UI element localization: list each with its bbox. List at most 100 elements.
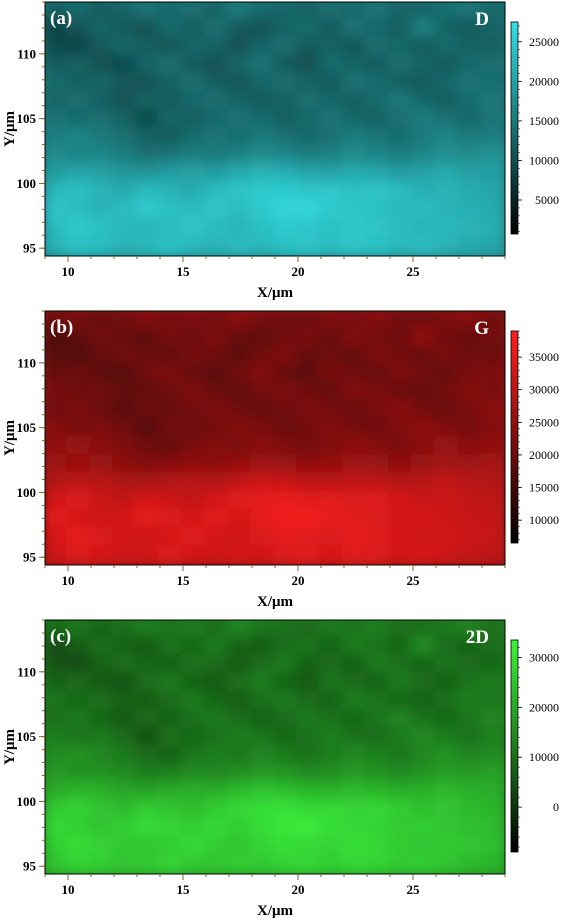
heatmap-cell [273, 672, 300, 695]
heatmap-cell [319, 381, 346, 404]
heatmap-cell [135, 181, 162, 204]
heatmap-cell [181, 690, 208, 713]
heatmap-cell [227, 36, 254, 59]
heatmap-cell [204, 544, 231, 565]
heatmap-cell [181, 363, 208, 386]
heatmap-cell [135, 544, 162, 565]
heatmap-cell [45, 163, 70, 186]
heatmap-cell [457, 399, 484, 422]
heatmap-cell [45, 526, 70, 549]
heatmap-cell [66, 311, 93, 332]
heatmap-cell [89, 763, 116, 786]
heatmap-cell [365, 311, 392, 332]
heatmap-cell [342, 620, 369, 641]
heatmap-cell [66, 181, 93, 204]
heatmap-cell [273, 763, 300, 786]
heatmap-cell [66, 18, 93, 41]
heatmap-cell [319, 745, 346, 768]
heatmap-cell [181, 199, 208, 222]
heatmap-cell [204, 90, 231, 113]
heatmap-cell [227, 853, 254, 874]
heatmap-cell [296, 72, 323, 95]
heatmap-cell [319, 490, 346, 513]
heatmap-cell [45, 54, 70, 77]
heatmap-cell [480, 417, 505, 440]
heatmap-cell [181, 72, 208, 95]
x-tick-label: 10 [62, 573, 75, 588]
heatmap-cell [342, 417, 369, 440]
heatmap-cell [411, 199, 438, 222]
heatmap-cell [365, 726, 392, 749]
heatmap-cell [158, 672, 185, 695]
heatmap-cell [365, 217, 392, 240]
heatmap-cell [273, 311, 300, 332]
heatmap-cell [388, 526, 415, 549]
heatmap-cell [480, 217, 505, 240]
heatmap-cell [434, 399, 461, 422]
heatmap-cell [480, 454, 505, 477]
heatmap-cell [480, 90, 505, 113]
heatmap-cell [89, 108, 116, 131]
heatmap-cell [227, 835, 254, 858]
heatmap-cell [365, 108, 392, 131]
heatmap-cell [250, 54, 277, 77]
heatmap-cell [434, 72, 461, 95]
heatmap-cell [135, 54, 162, 77]
heatmap-cell [204, 2, 231, 23]
heatmap-cell [411, 363, 438, 386]
heatmap-cell [411, 145, 438, 168]
heatmap-cell [296, 381, 323, 404]
heatmap-cell [319, 399, 346, 422]
heatmap-cell [388, 654, 415, 677]
heatmap-cell [434, 508, 461, 531]
heatmap-cell [319, 544, 346, 565]
heatmap-cell [227, 636, 254, 659]
heatmap-cell [319, 817, 346, 840]
heatmap-cell [296, 2, 323, 23]
heatmap-cell [273, 817, 300, 840]
heatmap-cell [480, 526, 505, 549]
heatmap-cell [89, 381, 116, 404]
heatmap-cell [66, 199, 93, 222]
heatmap-cell [158, 636, 185, 659]
heatmap-cell [66, 654, 93, 677]
heatmap-cell [181, 145, 208, 168]
heatmap-cell [112, 781, 139, 804]
heatmap-cell [411, 763, 438, 786]
heatmap-cell [319, 327, 346, 350]
heatmap-cell [89, 472, 116, 495]
x-tick-label: 15 [177, 264, 191, 279]
heatmap-cell [135, 235, 162, 256]
heatmap-cell [45, 399, 70, 422]
heatmap-cell [365, 381, 392, 404]
heatmap-cell [45, 620, 70, 641]
heatmap-cell [181, 636, 208, 659]
heatmap-cell [296, 781, 323, 804]
heatmap-cell [434, 526, 461, 549]
heatmap-cell [227, 327, 254, 350]
heatmap-cell [296, 90, 323, 113]
heatmap-cell [480, 835, 505, 858]
heatmap-cell [250, 708, 277, 731]
heatmap-cell [66, 108, 93, 131]
heatmap-cell [158, 654, 185, 677]
heatmap-cell [45, 835, 70, 858]
heatmap-cell [296, 145, 323, 168]
heatmap-cell [181, 490, 208, 513]
heatmap-cell [66, 217, 93, 240]
heatmap-cell [273, 108, 300, 131]
heatmap-cell [250, 636, 277, 659]
heatmap-cell [66, 490, 93, 513]
heatmap-cell [227, 763, 254, 786]
heatmap-cell [135, 526, 162, 549]
heatmap-cell [250, 235, 277, 256]
heatmap-cell [45, 763, 70, 786]
heatmap-cell [250, 18, 277, 41]
heatmap-cell [365, 508, 392, 531]
heatmap-cell [411, 72, 438, 95]
heatmap-cell [388, 311, 415, 332]
heatmap-cell [181, 36, 208, 59]
heatmap-cell [181, 745, 208, 768]
heatmap-cell [89, 54, 116, 77]
